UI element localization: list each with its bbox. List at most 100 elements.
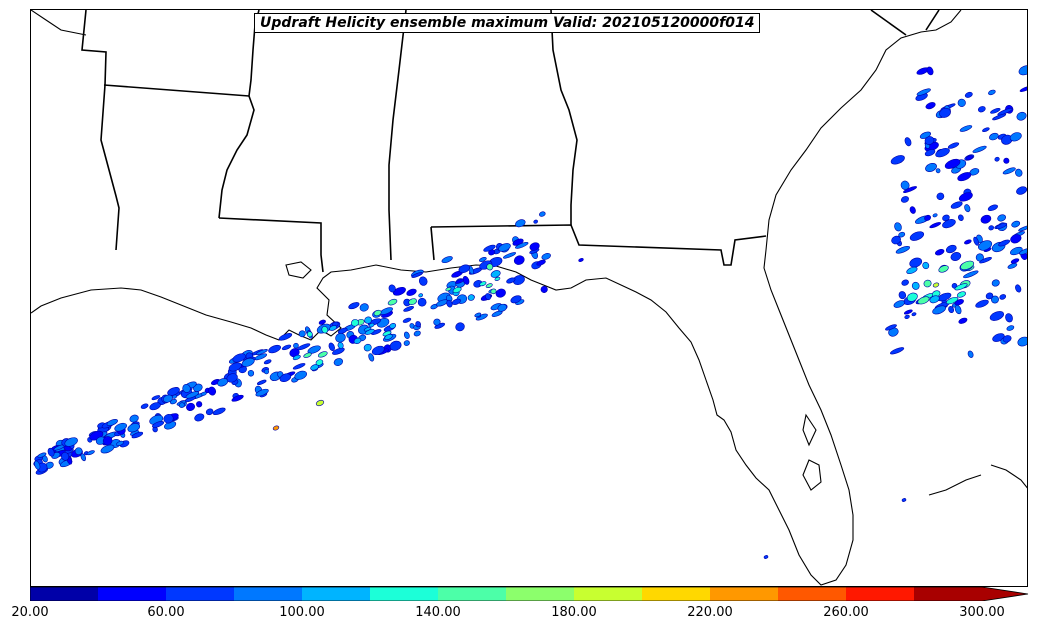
helicity-cell — [418, 276, 428, 286]
colorbar-tick-label: 60.00 — [147, 605, 185, 620]
helicity-cell — [241, 357, 255, 367]
helicity-cell — [64, 437, 78, 447]
colorbar-bin — [370, 587, 438, 601]
helicity-cell — [131, 431, 144, 439]
colorbar-extend-arrow — [982, 587, 1028, 601]
helicity-cell — [964, 239, 972, 245]
helicity-cell — [228, 362, 242, 372]
colorbar-tick-label: 140.00 — [415, 605, 461, 620]
helicity-cell — [1017, 336, 1027, 347]
helicity-cell — [185, 391, 200, 399]
colorbar-bin — [438, 587, 506, 601]
helicity-cell — [980, 214, 992, 224]
helicity-cell — [938, 265, 949, 273]
helicity-cell — [485, 283, 493, 289]
map-canvas — [31, 10, 1027, 586]
helicity-cell — [387, 298, 398, 306]
helicity-cell — [462, 275, 470, 285]
helicity-cell — [486, 263, 494, 271]
helicity-cell — [958, 214, 964, 221]
helicity-cell — [364, 316, 372, 324]
helicity-cell — [924, 136, 935, 145]
helicity-cell — [328, 342, 335, 352]
helicity-cell — [901, 279, 909, 286]
helicity-cell — [999, 294, 1007, 300]
helicity-cell — [950, 252, 962, 261]
helicity-cell — [452, 286, 462, 294]
helicity-cell — [515, 219, 526, 228]
helicity-cell — [140, 403, 149, 409]
helicity-cell — [916, 88, 931, 96]
helicity-cell — [351, 319, 359, 327]
helicity-cell — [194, 413, 205, 422]
helicity-cell — [498, 243, 511, 252]
helicity-cell — [944, 158, 961, 169]
helicity-cell — [990, 295, 999, 304]
helicity-cell — [247, 369, 255, 377]
helicity-cell — [885, 324, 897, 331]
helicity-cell — [491, 310, 503, 317]
helicity-cell — [315, 399, 325, 407]
helicity-cell — [495, 288, 506, 298]
helicity-cell — [337, 327, 348, 334]
helicity-cell — [74, 447, 83, 455]
helicity-cell — [307, 345, 321, 354]
helicity-cell — [956, 291, 966, 298]
helicity-cell — [935, 148, 950, 158]
helicity-cell — [1018, 248, 1027, 255]
colorbar-outline — [30, 587, 1029, 601]
colorbar-tick-label: 300.00 — [959, 605, 1005, 620]
helicity-cell — [1002, 167, 1016, 175]
helicity-cell — [536, 259, 546, 266]
colorbar-bin — [166, 587, 234, 601]
helicity-cell — [445, 287, 452, 292]
helicity-cell — [149, 402, 161, 411]
helicity-cell — [950, 201, 963, 209]
helicity-cell — [106, 419, 118, 426]
helicity-cell — [217, 378, 229, 387]
helicity-cell — [997, 214, 1007, 222]
helicity-cell — [1011, 220, 1021, 228]
helicity-cell — [1005, 313, 1013, 323]
helicity-cell — [939, 107, 951, 118]
helicity-cell — [972, 145, 987, 153]
helicity-cell — [371, 345, 385, 356]
helicity-cell — [924, 149, 936, 157]
helicity-cell — [963, 270, 979, 279]
helicity-cell — [539, 211, 546, 217]
helicity-cell — [317, 351, 328, 358]
helicity-cell — [967, 350, 974, 358]
helicity-cell — [281, 344, 292, 351]
colorbar-bin — [98, 587, 166, 601]
helicity-cell — [318, 319, 326, 325]
helicity-cell — [208, 386, 217, 396]
helicity-cell — [1010, 258, 1020, 264]
colorbar-bin — [642, 587, 710, 601]
helicity-cell — [294, 370, 307, 380]
helicity-cell — [474, 312, 482, 318]
helicity-cell — [100, 444, 115, 454]
helicity-cell — [926, 66, 934, 76]
helicity-cell — [303, 352, 312, 358]
helicity-cell — [186, 402, 195, 411]
helicity-cell — [1018, 65, 1027, 76]
helicity-cell — [212, 407, 226, 416]
helicity-cell — [894, 222, 902, 232]
helicity-cell — [373, 309, 382, 317]
helicity-cell — [114, 422, 127, 432]
colorbar-bin — [846, 587, 914, 601]
helicity-cell — [403, 305, 415, 312]
helicity-cell — [904, 314, 910, 320]
helicity-cell — [988, 225, 995, 231]
helicity-cell — [946, 296, 959, 305]
helicity-cell — [127, 423, 141, 433]
helicity-cell — [490, 288, 497, 295]
helicity-cell — [945, 244, 957, 254]
helicity-cell — [332, 347, 345, 355]
helicity-cell — [467, 294, 475, 301]
helicity-cell — [510, 295, 522, 304]
helicity-cell — [578, 258, 584, 262]
helicity-cell — [957, 98, 966, 107]
helicity-cell — [200, 391, 207, 396]
helicity-cell — [975, 299, 989, 308]
